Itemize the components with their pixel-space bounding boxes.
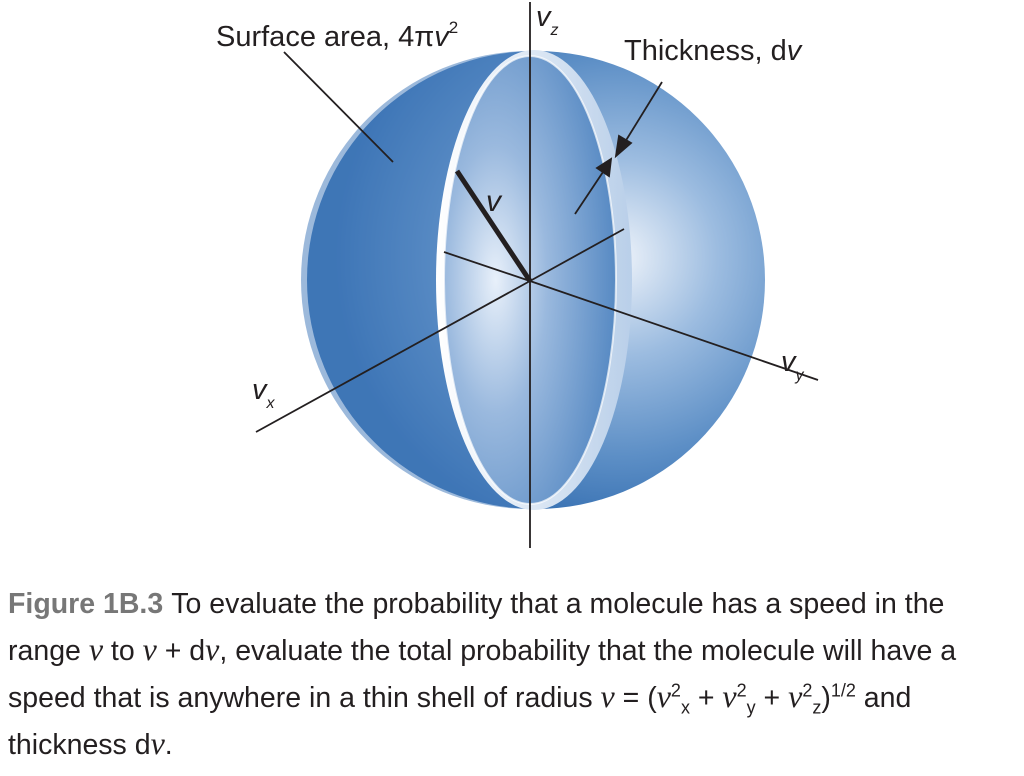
arrow-head-icon xyxy=(614,134,633,159)
axis-back-left-line xyxy=(443,251,531,282)
arrow-head-icon xyxy=(595,157,613,178)
radius-label: v xyxy=(486,185,503,218)
axis-vx-label: vx xyxy=(252,374,276,412)
axis-vz-label: vz xyxy=(536,1,559,39)
axis-vy-line xyxy=(529,280,819,381)
surface-area-label: Surface area, 4πv2 xyxy=(216,18,458,53)
axis-back-right-line xyxy=(529,228,625,282)
thickness-label: Thickness, dv xyxy=(624,35,803,67)
figure-number: Figure 1B.3 xyxy=(8,588,164,620)
surface-leader-line xyxy=(283,51,394,163)
radius-line xyxy=(454,169,533,283)
thickness-arrows xyxy=(574,81,663,215)
axis-vx-line xyxy=(255,280,531,433)
sphere-shell-diagram: Surface area, 4πv2 Thickness, dv v vz vx… xyxy=(216,1,819,548)
axis-vy-label: vy xyxy=(781,346,805,384)
axes xyxy=(255,2,819,548)
figure-caption: Figure 1B.3 To evaluate the probability t… xyxy=(8,588,957,761)
